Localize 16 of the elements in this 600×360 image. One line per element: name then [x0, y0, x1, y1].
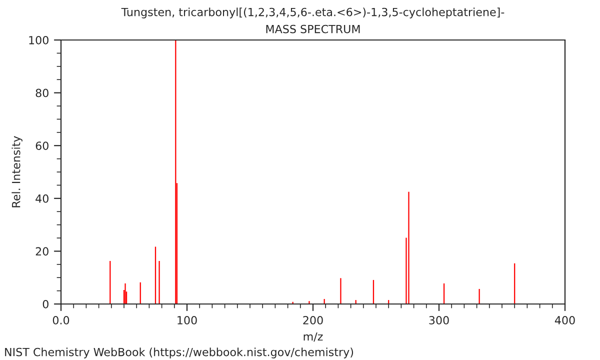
y-tick-label: 100 [29, 36, 48, 44]
x-axis-title: m/z [304, 332, 323, 342]
x-tick-label: 400 [554, 316, 575, 324]
y-tick-label: 60 [36, 142, 48, 150]
chart-subtitle: MASS SPECTRUM [266, 24, 360, 34]
x-tick-label: 300 [429, 316, 449, 324]
y-tick-label: 20 [36, 247, 48, 256]
x-tick-label: 0.0 [52, 316, 70, 324]
y-tick-label: 80 [36, 88, 48, 98]
y-axis-title: Rel. Intensity [12, 136, 22, 208]
x-tick-label: 200 [303, 316, 323, 324]
y-tick-label: 40 [36, 194, 48, 203]
text: NIST Chemistry WebBook (https://webbook.nist.gov/chemistry) [5, 348, 354, 358]
chart-title: Tungsten, tricarbonyl[(1,2,3,4,5,6-.eta.<6>)-1,3,5-cycloheptatriene]- [121, 8, 504, 18]
x-tick-label: 100 [178, 316, 197, 324]
y-tick-label: 0 [42, 300, 48, 308]
